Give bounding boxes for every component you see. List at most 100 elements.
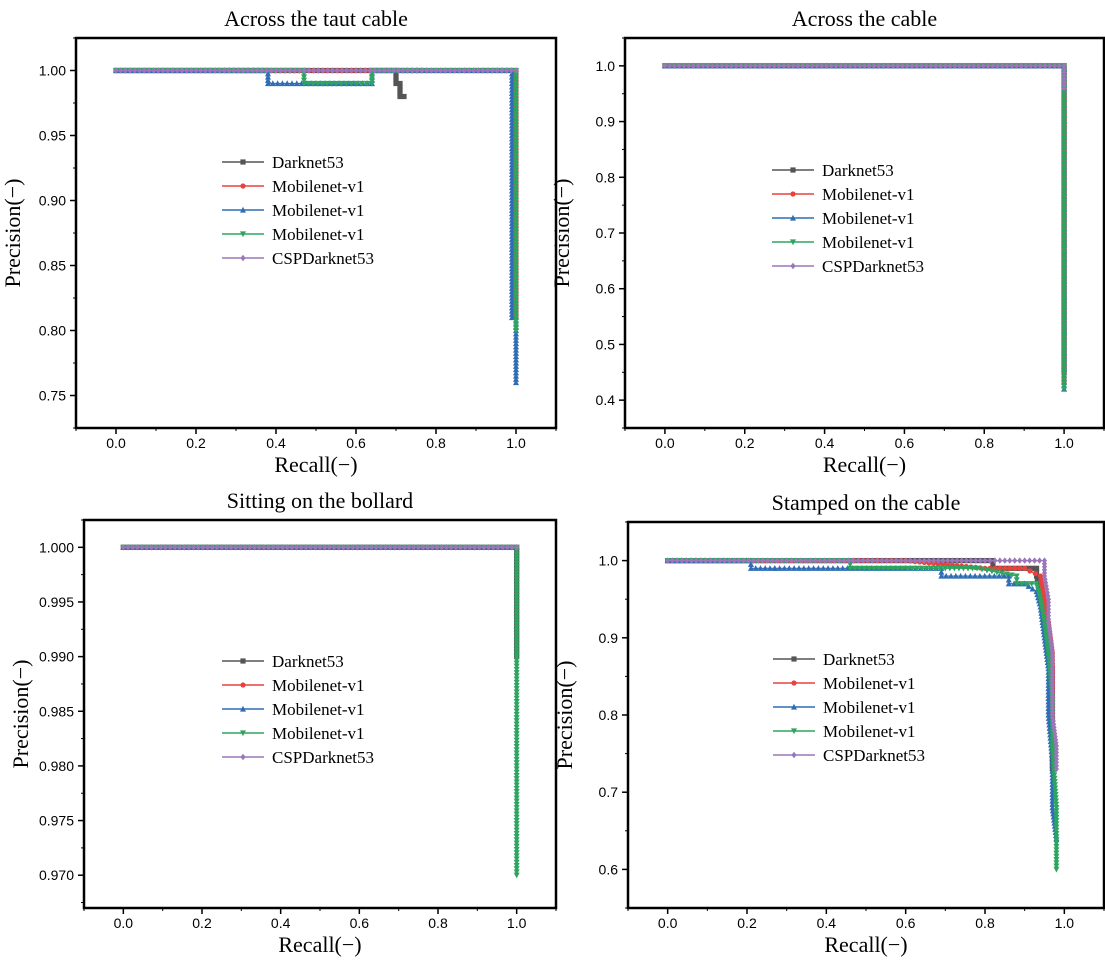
data-point [452,67,458,74]
data-point [788,557,795,564]
data-point [1061,118,1068,125]
data-point [1061,164,1068,171]
data-point [1053,847,1060,854]
data-point [513,872,520,879]
data-point [513,769,520,776]
data-point [397,84,403,90]
data-point [1061,112,1068,119]
data-point [254,67,260,74]
data-point [1061,301,1068,308]
data-point [750,557,756,564]
data-point [1022,565,1028,571]
data-point [120,544,126,551]
data-point [885,565,892,572]
data-point [275,544,281,551]
data-point [880,62,887,70]
data-point [747,561,754,568]
data-point [513,679,520,686]
data-point [513,721,520,728]
data-point [513,246,519,253]
data-point [839,565,846,571]
data-point [912,557,918,564]
data-point [990,62,996,70]
y-tick-label: 0.75 [39,388,66,404]
data-point [823,62,830,70]
data-point [513,731,520,737]
data-point [202,67,209,74]
data-point [988,568,995,575]
data-point [513,862,520,869]
data-point [1045,609,1052,616]
data-point [513,592,520,599]
x-tick-label: 0.8 [975,435,995,451]
data-point [1053,811,1060,818]
data-point [979,566,986,573]
data-point [767,565,774,571]
data-point [513,145,519,152]
legend: Darknet53 Mobilenet-v1 Mobilenet-v1 Mobilen… [773,650,925,765]
data-point [928,62,934,70]
data-point [273,67,279,74]
data-point [1033,573,1040,579]
data-point [513,673,520,680]
data-point [796,565,803,571]
data-point [387,544,393,551]
data-point [847,565,854,572]
data-point [263,67,270,74]
x-tick-label: 0.8 [428,915,448,931]
data-point [513,356,519,363]
data-point [1053,762,1059,769]
data-point [513,625,520,631]
data-point [1061,285,1068,292]
data-point [513,103,519,110]
data-point [1051,775,1058,782]
data-point [513,321,519,328]
data-point [513,162,519,168]
y-tick-label: 0.6 [599,861,619,877]
data-point [429,544,435,551]
data-point [1045,711,1052,718]
data-point [391,67,397,74]
x-tick-label: 0.4 [271,915,291,931]
data-point [513,792,520,799]
data-point [1045,701,1052,708]
data-point [1061,216,1068,223]
data-point [513,718,520,725]
data-point [513,207,519,214]
x-tick-label: 0.2 [735,435,755,451]
data-point [181,544,187,551]
data-point [513,689,520,696]
data-point [810,565,817,571]
data-point [513,106,519,113]
data-point [393,80,399,87]
legend-entry: Mobilenet-v1 [272,225,365,244]
data-point [513,279,519,285]
data-point [513,560,520,567]
data-point [158,544,164,551]
data-point [242,544,248,551]
data-point [513,340,519,347]
data-point [339,67,345,74]
data-point [1037,596,1044,603]
data-point [513,100,519,107]
x-tick-label: 0.0 [114,915,134,931]
data-point [1038,603,1045,610]
data-point [1061,223,1068,229]
data-point [942,565,949,572]
data-point [265,73,271,80]
data-point [1041,572,1048,580]
data-point [513,220,519,227]
data-point [289,544,295,551]
data-point [513,827,520,834]
data-point [340,544,347,551]
data-point [311,67,317,74]
data-point [1050,753,1057,759]
data-point [513,631,520,638]
data-point [513,119,519,126]
data-point [326,544,332,551]
data-point [771,565,778,571]
data-point [1061,131,1068,138]
data-point [495,544,501,551]
data-point [1053,814,1060,821]
data-point [513,551,520,557]
